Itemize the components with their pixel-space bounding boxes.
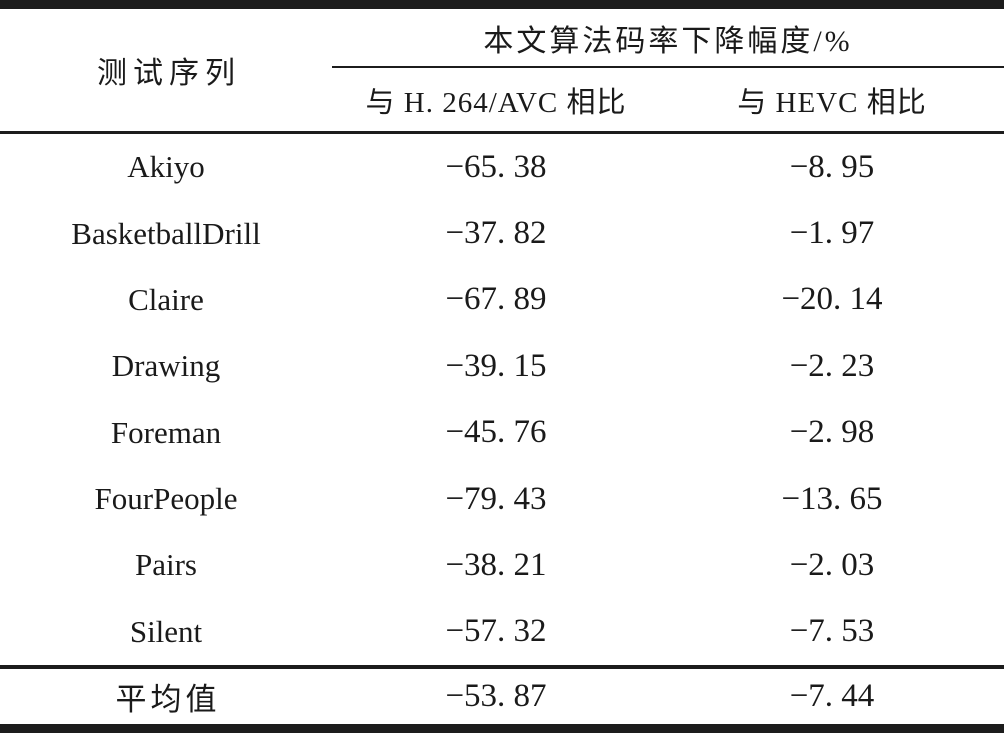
table-row: Claire −67. 89 −20. 14: [0, 267, 1004, 333]
sequence-name-cell: Drawing: [111, 348, 221, 384]
header-cell-sequence: 测试序列: [97, 57, 241, 90]
subheader-cell-avc: 与 H. 264/AVC 相比: [365, 86, 627, 119]
table-top-border: [0, 0, 1004, 9]
vs-avc-value-cell: −39. 15: [445, 347, 547, 384]
sequence-name-cell: Foreman: [110, 414, 222, 450]
table-row: Silent −57. 32 −7. 53: [0, 599, 1004, 665]
header-cell-group: 本文算法码率下降幅度/%: [483, 24, 853, 58]
vs-avc-value-cell: −65. 38: [445, 148, 547, 185]
table-row: Pairs −38. 21 −2. 03: [0, 532, 1004, 598]
subheader-row: 与 H. 264/AVC 相比 与 HEVC 相比: [332, 68, 1004, 131]
vs-hevc-value-cell: −7. 53: [789, 613, 875, 650]
sequence-name-cell: Akiyo: [127, 149, 205, 185]
table-body: Akiyo −65. 38 −8. 95 BasketballDrill −37…: [0, 134, 1004, 665]
sequence-name-cell: BasketballDrill: [71, 215, 261, 251]
vs-hevc-value-cell: −2. 23: [789, 347, 875, 384]
summary-vs-avc-cell: −53. 87: [445, 678, 547, 714]
header-body-divider: [0, 131, 1004, 134]
table-row: FourPeople −79. 43 −13. 65: [0, 466, 1004, 532]
vs-avc-value-cell: −67. 89: [445, 281, 547, 318]
summary-label-cell: 平均值: [115, 682, 221, 717]
vs-avc-value-cell: −57. 32: [445, 613, 547, 650]
table-header: 测试序列 本文算法码率下降幅度/% 与 H. 264/AVC 相比 与 HEVC…: [0, 9, 1004, 131]
vs-avc-value-cell: −79. 43: [445, 480, 547, 517]
vs-hevc-value-cell: −20. 14: [781, 281, 883, 318]
vs-hevc-value-cell: −1. 97: [789, 215, 875, 252]
table-row: Foreman −45. 76 −2. 98: [0, 400, 1004, 466]
vs-hevc-value-cell: −2. 98: [789, 414, 875, 451]
vs-avc-value-cell: −45. 76: [445, 414, 547, 451]
sequence-name-cell: Pairs: [135, 547, 197, 583]
body-summary-divider: [0, 665, 1004, 669]
table-bottom-border: [0, 724, 1004, 733]
vs-avc-value-cell: −37. 82: [445, 215, 547, 252]
sequence-name-cell: Claire: [128, 281, 204, 317]
table-row: Akiyo −65. 38 −8. 95: [0, 134, 1004, 200]
summary-row: 平均值 −53. 87 −7. 44: [0, 669, 1004, 724]
table-row: Drawing −39. 15 −2. 23: [0, 333, 1004, 399]
header-group-divider: [332, 66, 1004, 68]
table-row: BasketballDrill −37. 82 −1. 97: [0, 200, 1004, 266]
sequence-name-cell: Silent: [129, 613, 203, 649]
vs-avc-value-cell: −38. 21: [445, 546, 547, 583]
vs-hevc-value-cell: −2. 03: [789, 546, 875, 583]
header-group-block: 本文算法码率下降幅度/% 与 H. 264/AVC 相比 与 HEVC 相比: [332, 9, 1004, 131]
summary-vs-hevc-cell: −7. 44: [789, 678, 875, 714]
sequence-name-cell: FourPeople: [94, 481, 238, 517]
vs-hevc-value-cell: −8. 95: [789, 148, 875, 185]
subheader-cell-hevc: 与 HEVC 相比: [737, 86, 927, 119]
vs-hevc-value-cell: −13. 65: [781, 480, 883, 517]
